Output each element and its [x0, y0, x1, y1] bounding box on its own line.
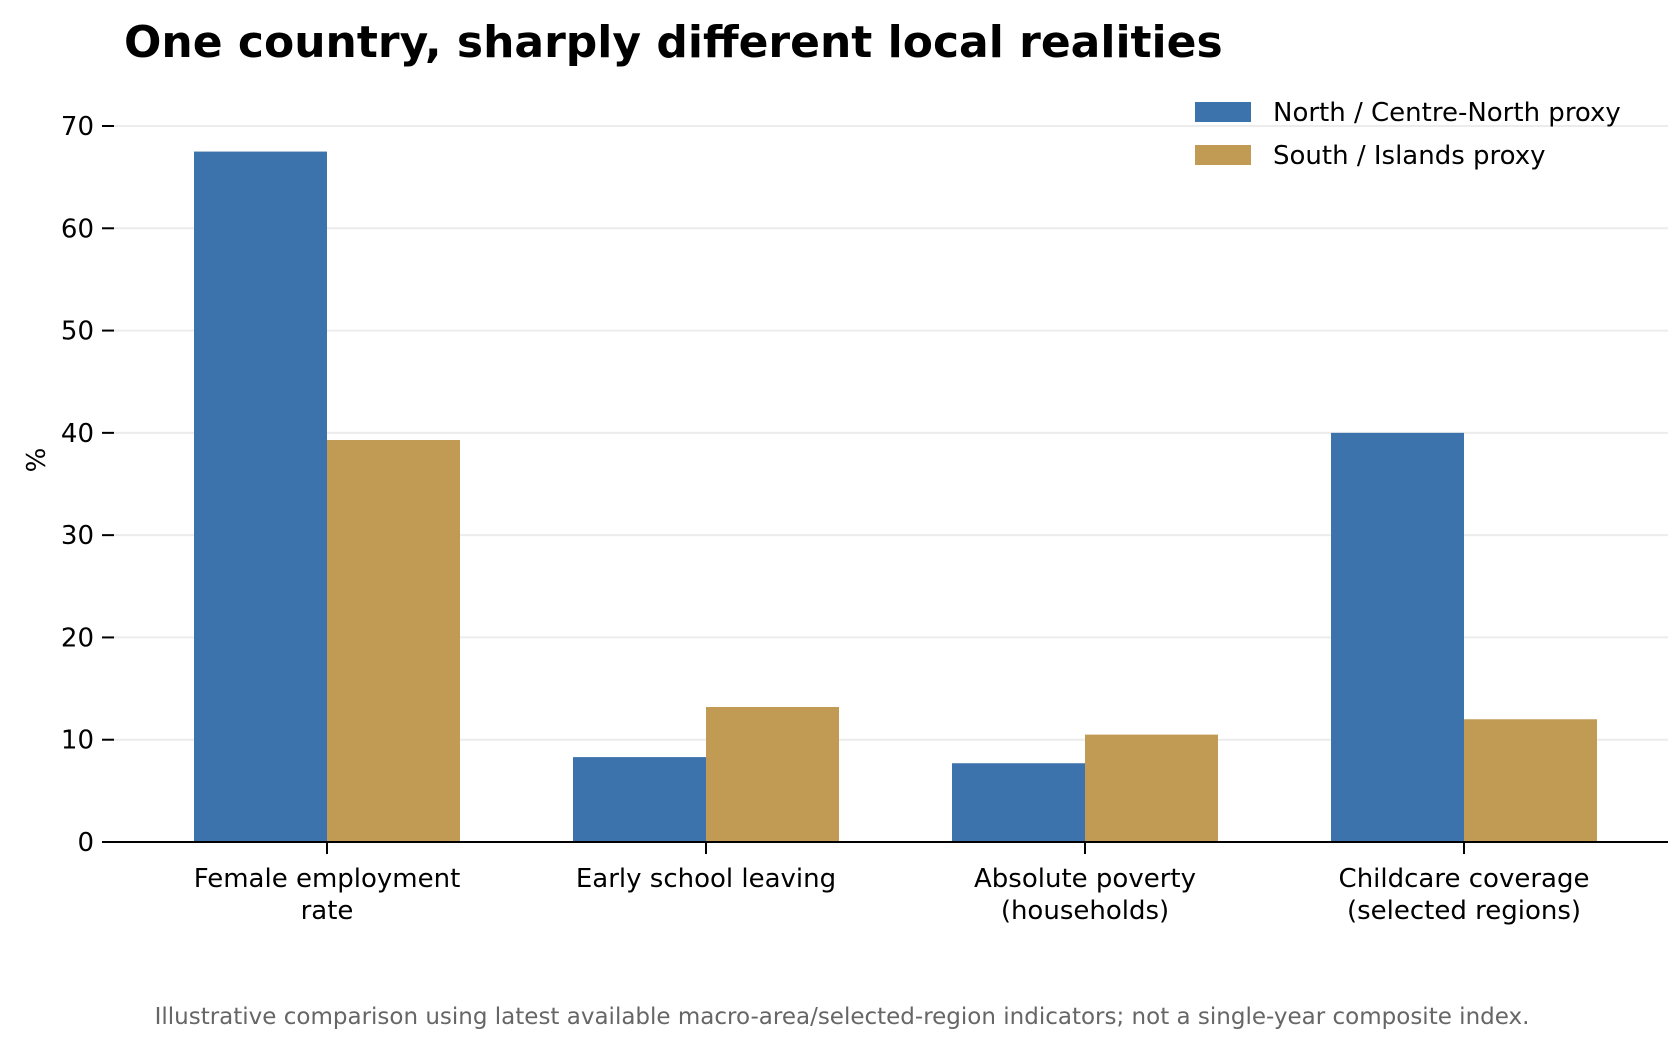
y-tick-label: 50: [61, 317, 94, 347]
y-tick-label: 10: [61, 726, 94, 756]
y-axis-label: %: [22, 448, 52, 473]
x-tick-label: Absolute poverty (households): [974, 864, 1196, 926]
x-tick-label-line: Absolute poverty: [974, 864, 1196, 894]
bar-south-2: [1085, 734, 1218, 842]
y-tick-label: 60: [61, 214, 94, 244]
y-tick-label: 40: [61, 419, 94, 449]
bar-south-1: [706, 706, 839, 842]
x-tick-label: Early school leaving: [576, 864, 836, 894]
axes: 0 10 20 30 40 50 60 70 Female employment rate Earl…: [61, 112, 1668, 926]
legend-swatch: [1195, 145, 1251, 165]
x-tick-label-line: Female employment: [194, 864, 461, 894]
x-tick-label-line: rate: [301, 896, 354, 926]
y-tick-label: 30: [61, 521, 94, 551]
bar-south-3: [1464, 719, 1597, 842]
bar-south-0: [327, 440, 460, 842]
bar-north-2: [952, 763, 1085, 842]
legend-label: North / Centre-North proxy: [1273, 98, 1621, 128]
x-tick-label: Childcare coverage (selected regions): [1339, 864, 1590, 926]
x-tick-label-line: Childcare coverage: [1339, 864, 1590, 894]
bar-north-0: [194, 151, 327, 843]
legend-swatch: [1195, 102, 1251, 122]
legend-label: South / Islands proxy: [1273, 141, 1546, 171]
bar-north-1: [573, 757, 706, 842]
bar-north-3: [1331, 432, 1464, 842]
bars: [194, 151, 1597, 843]
x-tick-label-line: Early school leaving: [576, 864, 836, 894]
legend: North / Centre-North proxy South / Island…: [1195, 98, 1621, 171]
y-tick-label: 70: [61, 112, 94, 142]
x-tick-label-line: (selected regions): [1347, 896, 1581, 926]
x-tick-label: Female employment rate: [194, 864, 461, 926]
x-tick-label-line: (households): [1001, 896, 1169, 926]
chart-title: One country, sharply different local rea…: [124, 17, 1223, 68]
y-tick-label: 20: [61, 623, 94, 653]
y-tick-label: 0: [77, 828, 94, 858]
footnote: Illustrative comparison using latest ava…: [155, 1004, 1530, 1030]
